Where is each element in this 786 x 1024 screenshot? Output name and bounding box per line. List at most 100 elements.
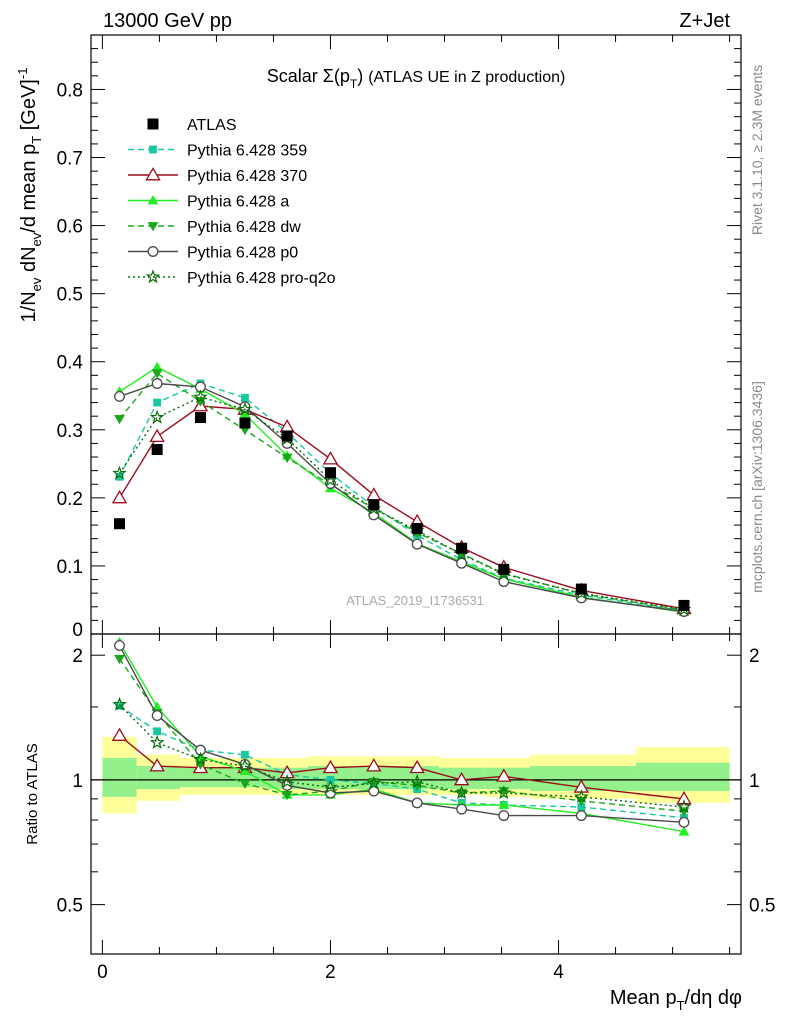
ratio-point [115, 701, 124, 710]
legend-marker [147, 118, 159, 130]
ratio-point [149, 758, 165, 772]
mcplots-label: mcplots.cern.ch [arXiv:1306.3436] [749, 381, 765, 593]
ratio-point [322, 759, 339, 774]
ratio-point [409, 773, 425, 789]
ratio-point [368, 777, 380, 788]
data-point [151, 378, 163, 389]
ratio-point [411, 797, 423, 809]
ratio-plot-frame [90, 633, 742, 955]
ratio-series-pythia-6-428-a [114, 636, 690, 836]
legend-marker [149, 145, 157, 154]
y-tick-label: 0 [72, 620, 83, 641]
ratio-point [111, 727, 128, 741]
y-tick-label: 0.8 [57, 80, 83, 101]
ratio-point [456, 803, 468, 815]
ratio-point [676, 799, 692, 814]
data-point [111, 489, 128, 504]
plot-title: Scalar Σ(pT) (ATLAS UE in Z production) [267, 66, 566, 91]
data-point [368, 499, 380, 511]
y-tick-label: 0.4 [57, 353, 84, 374]
legend-entry-pythia-6-428-a: Pythia 6.428 a [128, 194, 289, 211]
legend-entry-pythia-6-428-359: Pythia 6.428 359 [128, 143, 307, 160]
data-point [366, 487, 382, 501]
rivet-version-label: Rivet 3.1.10, ≥ 2.3M events [749, 65, 765, 235]
ratio-line [119, 705, 685, 819]
legend-label: Pythia 6.428 a [187, 194, 289, 211]
x-axis-label: Mean pT/dη dφ [610, 987, 742, 1013]
data-point [239, 408, 251, 419]
data-point [149, 409, 165, 424]
legend-label: Pythia 6.428 dw [187, 219, 301, 236]
data-point [281, 453, 293, 464]
legend-marker [147, 222, 159, 232]
ratio-point [409, 759, 425, 774]
x-tick-label: 0 [97, 962, 108, 983]
ratio-point [279, 764, 295, 779]
stat-uncertainty-band [102, 757, 137, 797]
legend-marker [147, 246, 159, 257]
ratio-point [496, 785, 512, 800]
series-line [118, 372, 685, 611]
data-point [237, 401, 253, 416]
data-point [115, 472, 124, 481]
data-point [411, 538, 423, 550]
ratio-point [114, 654, 125, 665]
ratio-series-pythia-6-428-p0 [114, 640, 690, 828]
legend-label: Pythia 6.428 359 [187, 143, 307, 160]
stat-uncertainty-band [395, 766, 439, 790]
ratio-line [118, 658, 685, 812]
y-tick-label: 0.7 [57, 149, 83, 170]
legend-marker [147, 195, 159, 205]
data-point [114, 518, 126, 530]
data-point [239, 417, 251, 429]
data-point [322, 451, 339, 465]
legend-label: Pythia 6.428 p0 [187, 245, 298, 262]
ratio-panel: 0.5 0.5 1 1 2 2 0 2 4 Ratio to ATLAS Mean pT/dη … [24, 633, 775, 1013]
data-point [151, 444, 163, 456]
ratio-y-tick-label: 0.5 [57, 896, 83, 917]
data-point [151, 361, 163, 372]
series-line [119, 382, 685, 613]
x-tick-label: 2 [325, 962, 336, 983]
data-point [153, 398, 162, 407]
data-point [112, 465, 127, 480]
ratio-point [239, 779, 251, 789]
ratio-point [498, 810, 510, 822]
ratio-point [366, 758, 382, 772]
main-panel: 0 0.1 0.2 0.3 0.4 0.5 0.6 0.7 0.8 Scalar Σ(pT) (… [15, 34, 742, 641]
data-point [151, 369, 163, 379]
data-point [575, 583, 587, 595]
ratio-point [575, 810, 587, 822]
series-pythia-6-428-pro-q2o [112, 389, 692, 616]
data-point [114, 415, 125, 425]
ratio-point [237, 758, 253, 773]
legend-entry-atlas: ATLAS [147, 117, 237, 134]
legend-marker [145, 167, 161, 181]
series-pythia-6-428-dw [114, 369, 690, 616]
ratio-point [498, 787, 510, 797]
ratio-y-tick-label-right: 0.5 [749, 896, 775, 917]
ratio-point [366, 775, 382, 790]
stat-uncertainty-band [179, 767, 223, 788]
ratio-point [678, 816, 690, 828]
stat-uncertainty-band [222, 767, 268, 788]
data-point [149, 428, 165, 443]
data-point [193, 389, 208, 404]
ratio-point [239, 765, 251, 776]
x-tick-label: 4 [553, 962, 564, 983]
ratio-point [325, 787, 336, 799]
y-tick-label: 0.2 [57, 489, 83, 510]
series-atlas [114, 412, 690, 611]
ratio-point [323, 779, 338, 794]
ratio-y-tick-label: 1 [72, 771, 83, 792]
ratio-series-pythia-6-428-pro-q2o [112, 696, 692, 814]
ratio-point [153, 727, 162, 736]
data-point [241, 393, 249, 402]
legend: ATLAS Pythia 6.428 359 Pythia 6.428 370 Pyt… [128, 117, 336, 287]
ratio-point [193, 751, 208, 766]
ratio-point [496, 768, 512, 782]
ratio-y-tick-label-right: 2 [749, 646, 760, 667]
legend-label: Pythia 6.428 370 [187, 168, 307, 185]
ratio-line [119, 704, 685, 808]
